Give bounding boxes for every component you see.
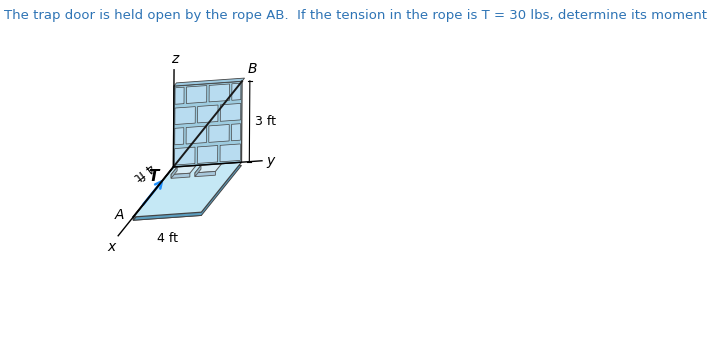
Text: B: B xyxy=(247,62,257,76)
Polygon shape xyxy=(133,167,173,220)
Polygon shape xyxy=(133,165,242,220)
Polygon shape xyxy=(171,166,196,175)
Polygon shape xyxy=(195,172,216,177)
Polygon shape xyxy=(220,144,240,162)
Polygon shape xyxy=(197,105,218,123)
Polygon shape xyxy=(195,164,221,173)
Polygon shape xyxy=(186,126,206,144)
Polygon shape xyxy=(231,124,240,141)
Polygon shape xyxy=(175,107,195,124)
Polygon shape xyxy=(232,83,241,100)
Polygon shape xyxy=(197,145,218,163)
Polygon shape xyxy=(133,162,242,217)
Text: T: T xyxy=(148,169,159,184)
Polygon shape xyxy=(173,81,242,167)
Text: y: y xyxy=(267,154,275,168)
Text: A: A xyxy=(115,208,124,222)
Polygon shape xyxy=(171,167,177,178)
Polygon shape xyxy=(175,147,195,165)
Polygon shape xyxy=(174,78,245,86)
Text: The trap door is held open by the rope AB.  If the tension in the rope is T = 30: The trap door is held open by the rope A… xyxy=(4,9,707,22)
Text: 3 ft: 3 ft xyxy=(255,115,276,128)
Polygon shape xyxy=(171,173,190,178)
Polygon shape xyxy=(209,124,229,142)
Polygon shape xyxy=(209,84,230,102)
Polygon shape xyxy=(187,85,207,103)
Polygon shape xyxy=(175,87,184,104)
Text: x: x xyxy=(107,240,115,254)
Text: 4 ft: 4 ft xyxy=(157,232,178,245)
Text: z: z xyxy=(171,52,178,66)
Polygon shape xyxy=(195,165,201,177)
Text: 4 ft: 4 ft xyxy=(132,159,156,182)
Polygon shape xyxy=(175,128,184,145)
Polygon shape xyxy=(133,212,201,220)
Polygon shape xyxy=(221,103,240,121)
